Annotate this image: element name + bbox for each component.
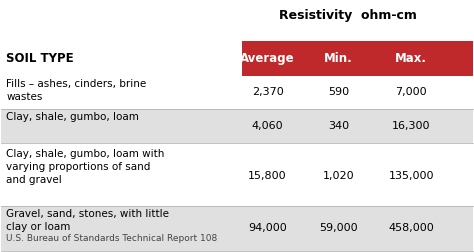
Text: 2,370: 2,370 (252, 87, 283, 97)
Text: 340: 340 (328, 121, 349, 131)
Text: Fills – ashes, cinders, brine
wastes: Fills – ashes, cinders, brine wastes (6, 79, 146, 102)
Bar (1, 146, 473, 206)
Text: 7,000: 7,000 (395, 87, 427, 97)
Text: Resistivity  ohm-cm: Resistivity ohm-cm (279, 9, 417, 22)
Text: Min.: Min. (324, 52, 353, 65)
Text: 59,000: 59,000 (319, 223, 357, 233)
Bar (1, 76, 473, 109)
Text: 135,000: 135,000 (389, 171, 434, 181)
Text: Clay, shale, gumbo, loam: Clay, shale, gumbo, loam (6, 112, 139, 122)
Text: 15,800: 15,800 (248, 171, 287, 181)
Bar (242, 41, 473, 76)
Bar (1, 206, 473, 250)
Text: 1,020: 1,020 (322, 171, 354, 181)
Text: 94,000: 94,000 (248, 223, 287, 233)
Text: 4,060: 4,060 (252, 121, 283, 131)
Text: Max.: Max. (395, 52, 428, 65)
Text: U.S. Bureau of Standards Technical Report 108: U.S. Bureau of Standards Technical Repor… (6, 234, 218, 243)
Text: 16,300: 16,300 (392, 121, 430, 131)
Text: SOIL TYPE: SOIL TYPE (6, 52, 74, 65)
Bar (1, 109, 473, 143)
Text: Gravel, sand, stones, with little
clay or loam: Gravel, sand, stones, with little clay o… (6, 209, 169, 232)
Text: 590: 590 (328, 87, 349, 97)
Text: Average: Average (240, 52, 295, 65)
Text: 458,000: 458,000 (389, 223, 434, 233)
Text: Clay, shale, gumbo, loam with
varying proportions of sand
and gravel: Clay, shale, gumbo, loam with varying pr… (6, 149, 164, 185)
